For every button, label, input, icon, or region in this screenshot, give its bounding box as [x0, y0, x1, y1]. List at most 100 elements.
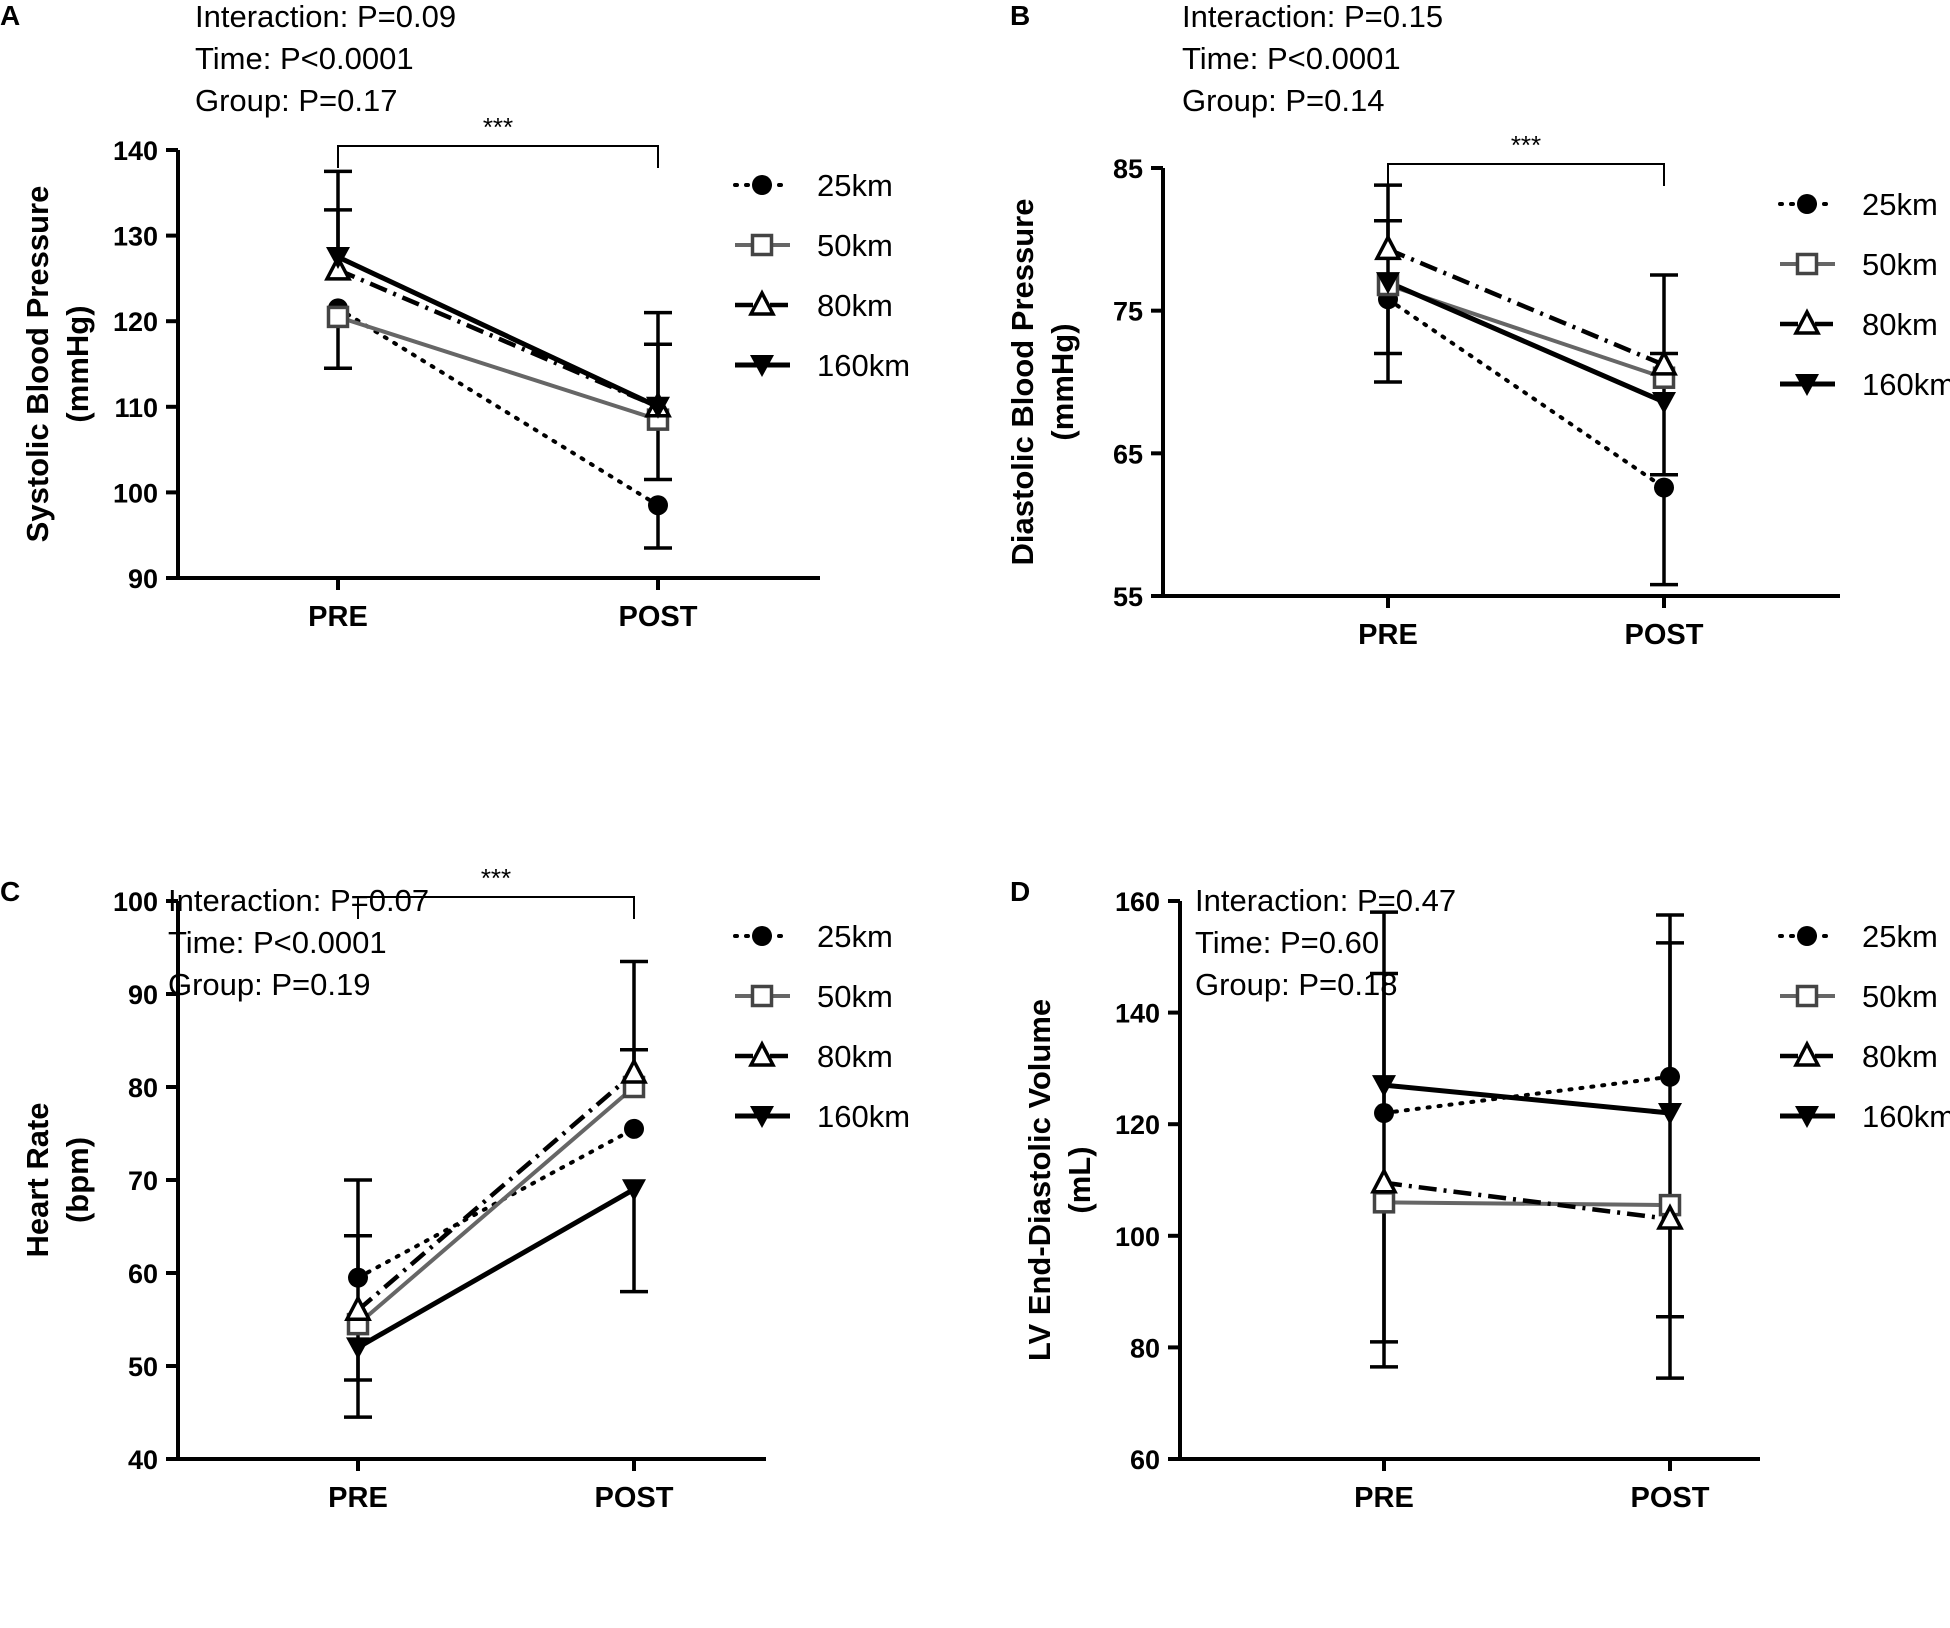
- series-line-80km: [1383, 1180, 1671, 1222]
- legend-marker: [1795, 252, 1819, 276]
- legend-label: 50km: [1862, 247, 1938, 282]
- data-point-80km: [1656, 1203, 1684, 1230]
- y-tick-label: 130: [113, 222, 158, 252]
- y-tick-label: 65: [1113, 439, 1143, 469]
- data-point-160km: [346, 1337, 370, 1360]
- series-line-160km: [1383, 1082, 1671, 1116]
- chart-d: 60 80 100 120 140 160 PRE POST LV End-Diastolic …: [1022, 887, 1950, 1514]
- stat-group: Group: P=0.14: [1182, 83, 1385, 118]
- significance-bracket: [337, 145, 659, 168]
- panel-b: B Interaction: P=0.15 Time: P<0.0001 Gro…: [1005, 0, 1950, 752]
- legend-label: 50km: [1862, 979, 1938, 1014]
- y-axis-label: Heart Rate: [20, 1102, 55, 1257]
- data-point-80km: [620, 1057, 648, 1084]
- y-axis-label: Systolic Blood Pressure: [20, 186, 55, 543]
- stat-group: Group: P=0.17: [195, 83, 398, 118]
- data-point-160km: [622, 1179, 646, 1202]
- legend-label: 25km: [817, 919, 893, 954]
- legend-label: 160km: [817, 348, 910, 383]
- legend-marker: [752, 926, 772, 946]
- stat-group: Group: P=0.19: [168, 967, 371, 1002]
- data-point-80km: [1374, 233, 1402, 261]
- data-point-80km: [344, 1294, 372, 1321]
- chart-b: 55 65 75 85 PRE POST Diastolic Blood Pressure(…: [1005, 130, 1950, 651]
- data-point-50km: [326, 305, 350, 329]
- legend-marker: [1797, 194, 1817, 214]
- y-tick-label: 60: [1130, 1445, 1160, 1475]
- series-line-50km: [337, 315, 659, 422]
- series-line-160km: [1387, 279, 1665, 405]
- data-point-160km: [646, 396, 670, 419]
- legend-marker: [752, 175, 772, 195]
- y-axis-label: Diastolic Blood Pressure: [1005, 199, 1040, 566]
- legend-marker: [748, 289, 776, 316]
- y-tick-label: 80: [128, 1073, 158, 1103]
- y-tick-label: 140: [1115, 999, 1160, 1029]
- stat-group: Group: P=0.18: [1195, 967, 1398, 1002]
- y-tick-label: 120: [1115, 1110, 1160, 1140]
- y-tick-label: 140: [113, 136, 158, 166]
- data-point-160km: [1652, 391, 1676, 414]
- stat-interaction: Interaction: P=0.07: [168, 883, 430, 918]
- legend-marker: [750, 355, 774, 377]
- x-tick-label: PRE: [1354, 1482, 1414, 1514]
- significance-bracket: [1387, 163, 1665, 186]
- stat-interaction: Interaction: P=0.09: [195, 0, 457, 34]
- y-tick-label: 50: [128, 1352, 158, 1382]
- stat-time: Time: P<0.0001: [195, 41, 414, 76]
- legend-label: 160km: [817, 1099, 910, 1134]
- x-tick-label: POST: [595, 1482, 674, 1514]
- x-tick-label: PRE: [308, 601, 368, 633]
- series-line-160km: [356, 1187, 636, 1350]
- legend-marker: [750, 233, 774, 257]
- series-line-25km: [336, 306, 660, 508]
- legend-marker: [750, 1106, 774, 1128]
- series-line-25km: [1382, 1074, 1672, 1116]
- chart-a: 90 100 110 120 130 140 PRE POST Systolic Blood P…: [20, 112, 910, 633]
- y-tick-label: 100: [1115, 1222, 1160, 1252]
- legend-marker: [1795, 374, 1819, 396]
- stat-time: Time: P=0.60: [1195, 925, 1380, 960]
- legend-label: 50km: [817, 228, 893, 263]
- legend-marker: [1795, 1106, 1819, 1128]
- y-axis-unit: (bpm): [60, 1137, 95, 1223]
- legend-label: 160km: [1862, 1099, 1950, 1134]
- legend-marker: [748, 1040, 776, 1067]
- y-tick-label: 100: [113, 887, 158, 917]
- legend-label: 25km: [1862, 187, 1938, 222]
- stat-time: Time: P<0.0001: [1182, 41, 1401, 76]
- x-tick-label: PRE: [328, 1482, 388, 1514]
- y-tick-label: 70: [128, 1166, 158, 1196]
- legend-label: 80km: [817, 288, 893, 323]
- series-line-160km: [336, 254, 660, 410]
- data-point-25km: [1660, 1066, 1680, 1087]
- chart-c: 40 50 60 70 80 90 100 PRE POST Heart Rate (bpm) ***…: [20, 863, 910, 1514]
- panel-c: C Interaction: P=0.07 Time: P<0.0001 Gro…: [0, 863, 975, 1628]
- panel-label-a: A: [0, 0, 21, 31]
- y-tick-label: 110: [114, 393, 158, 423]
- data-point-25km: [1654, 477, 1674, 498]
- y-axis-unit: (mL): [1062, 1146, 1097, 1213]
- y-axis-unit: (mmHg): [1045, 323, 1080, 440]
- data-point-50km: [1372, 1191, 1396, 1214]
- legend-label: 80km: [817, 1039, 893, 1074]
- series-line-80km: [1387, 247, 1665, 367]
- data-point-25km: [648, 495, 668, 516]
- significance-label: ***: [481, 863, 511, 893]
- series-line-50km: [356, 1085, 636, 1326]
- data-point-160km: [1372, 1075, 1396, 1098]
- legend-marker: [1793, 308, 1821, 335]
- panel-d: D Interaction: P=0.47 Time: P=0.60 Group…: [1010, 876, 1950, 1628]
- data-point-160km: [1658, 1103, 1682, 1126]
- series-line-50km: [1383, 1200, 1671, 1208]
- legend-label: 25km: [1862, 919, 1938, 954]
- legend-label: 80km: [1862, 1039, 1938, 1074]
- legend-marker: [1793, 1040, 1821, 1067]
- series-line-80km: [356, 1071, 636, 1312]
- significance-label: ***: [483, 112, 513, 142]
- y-tick-label: 160: [1115, 887, 1160, 917]
- y-tick-label: 85: [1113, 154, 1143, 184]
- panel-label-b: B: [1010, 0, 1031, 31]
- stat-interaction: Interaction: P=0.47: [1195, 883, 1457, 918]
- data-point-25km: [348, 1267, 368, 1288]
